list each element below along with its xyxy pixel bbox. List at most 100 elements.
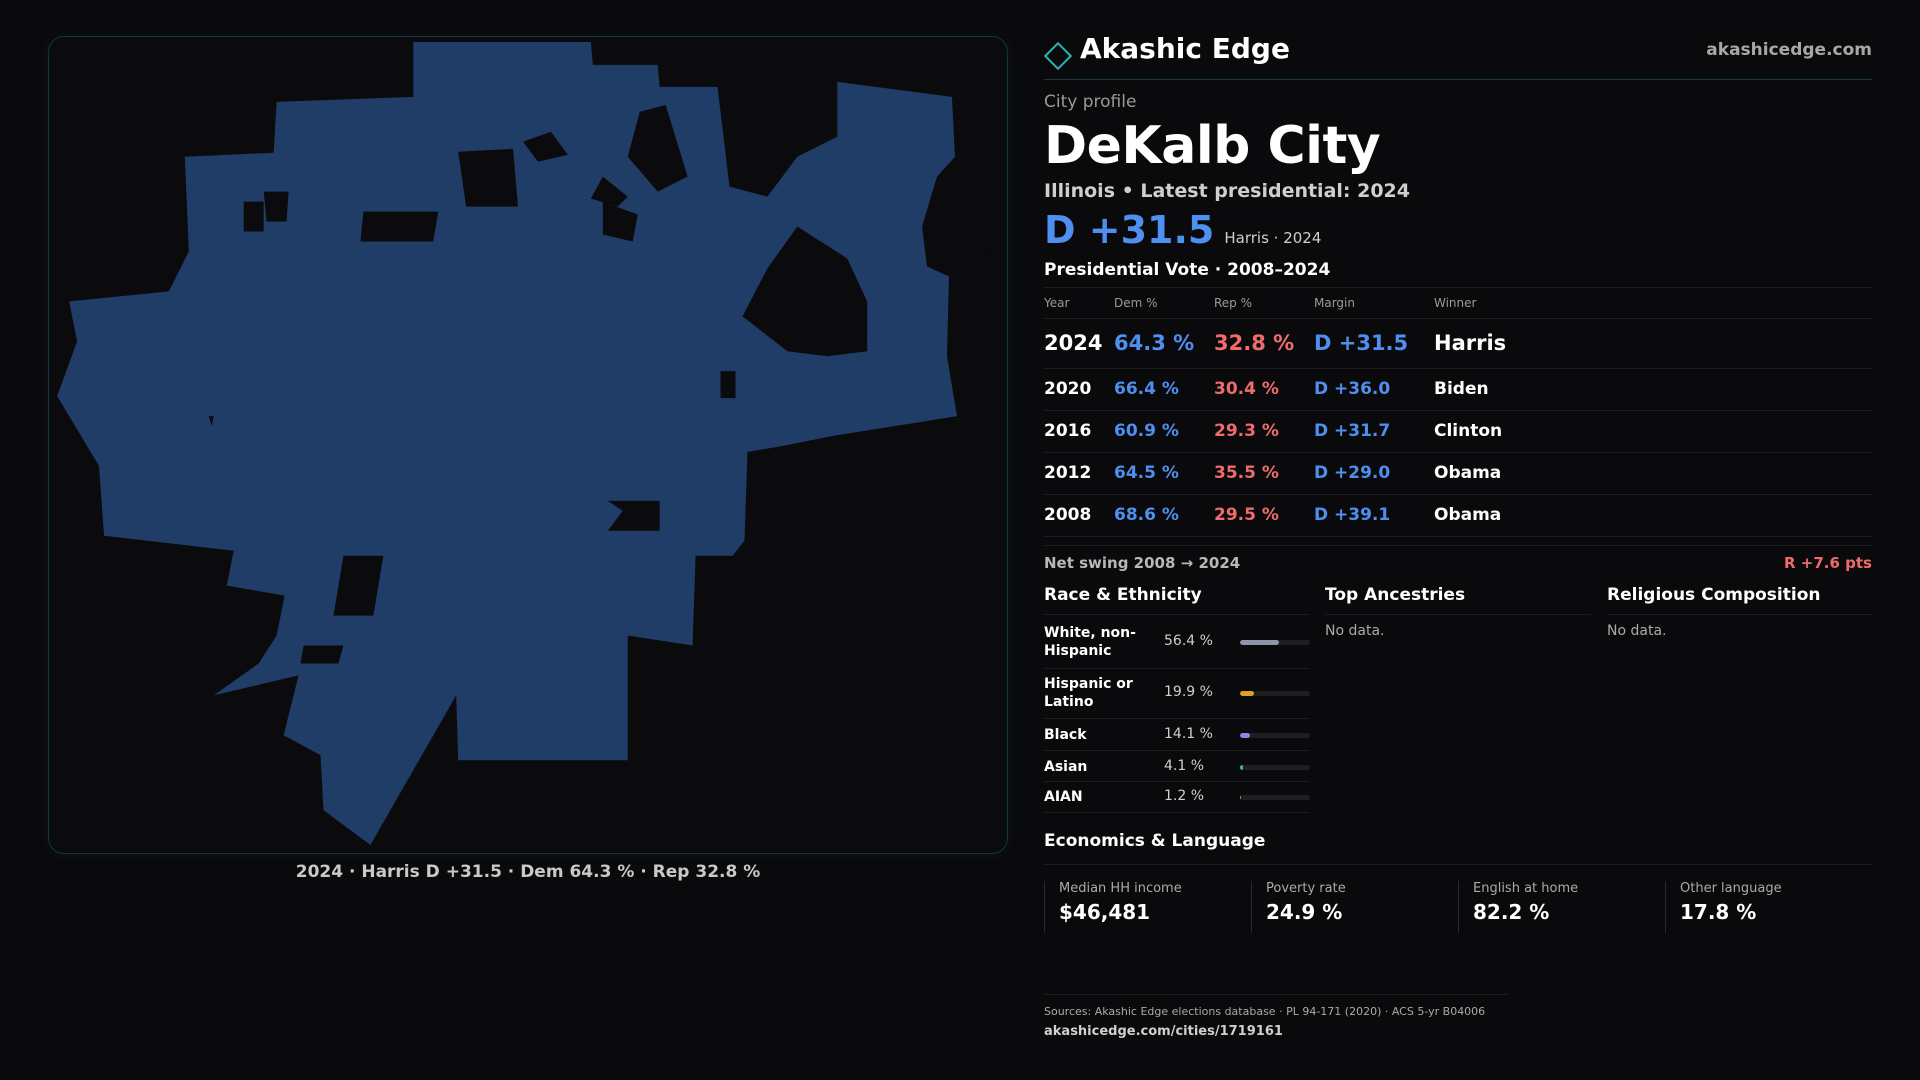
city-boundary-svg xyxy=(57,41,992,846)
race-bar-track xyxy=(1240,794,1310,800)
cell-year: 2020 xyxy=(1044,368,1114,411)
swing-value: R +7.6 pts xyxy=(1784,553,1872,572)
race-bar-track xyxy=(1240,639,1310,645)
demographics-columns: Race & Ethnicity White, non-Hispanic 56.… xyxy=(1044,583,1872,823)
header-margin: Margin xyxy=(1314,288,1434,319)
cell-dem: 60.9 % xyxy=(1114,410,1214,453)
economics-cards: Median HH income $46,481 Poverty rate 24… xyxy=(1044,880,1872,933)
footer: Sources: Akashic Edge elections database… xyxy=(1044,994,1508,1039)
race-row: Black 14.1 % xyxy=(1044,719,1310,751)
religion-section-title: Religious Composition xyxy=(1607,583,1872,615)
race-row: Asian 4.1 % xyxy=(1044,751,1310,782)
table-row: 2024 64.3 % 32.8 % D +31.5 Harris xyxy=(1044,318,1872,369)
econ-card-poverty: Poverty rate 24.9 % xyxy=(1251,880,1458,933)
diamond-logo-icon xyxy=(1043,41,1073,71)
map-holes xyxy=(208,104,992,664)
econ-value: 17.8 % xyxy=(1680,899,1757,924)
cell-year: 2008 xyxy=(1044,494,1114,537)
cell-winner: Obama xyxy=(1434,494,1872,537)
race-label: Asian xyxy=(1044,758,1088,775)
econ-card-other-language: Other language 17.8 % xyxy=(1665,880,1872,933)
ancestries-empty: No data. xyxy=(1325,622,1385,639)
swing-label: Net swing 2008 → 2024 xyxy=(1044,553,1241,572)
race-label: AIAN xyxy=(1044,788,1083,805)
race-bar-fill xyxy=(1240,794,1241,800)
race-bar-track xyxy=(1240,732,1310,738)
cell-dem: 66.4 % xyxy=(1114,368,1214,411)
cell-year: 2016 xyxy=(1044,410,1114,453)
presidential-section-title: Presidential Vote · 2008–2024 xyxy=(1044,260,1872,288)
cell-winner: Clinton xyxy=(1434,410,1872,453)
econ-label: English at home xyxy=(1473,880,1579,896)
cell-margin: D +31.5 xyxy=(1314,318,1434,369)
cell-rep: 29.5 % xyxy=(1214,494,1314,537)
brand-url-link[interactable]: akashicedge.com xyxy=(1706,40,1872,60)
race-pct: 1.2 % xyxy=(1164,787,1205,804)
race-bar-fill xyxy=(1240,639,1280,645)
margin-subtitle: Harris · 2024 xyxy=(1224,229,1322,247)
cell-margin: D +36.0 xyxy=(1314,368,1434,411)
race-bar-fill xyxy=(1240,732,1250,738)
econ-value: 82.2 % xyxy=(1473,899,1550,924)
cell-margin: D +31.7 xyxy=(1314,410,1434,453)
race-label: Black xyxy=(1044,726,1087,743)
race-row: Hispanic or Latino 19.9 % xyxy=(1044,669,1310,719)
ancestries-section: Top Ancestries No data. xyxy=(1325,583,1591,639)
brand-name: Akashic Edge xyxy=(1080,32,1290,65)
religion-section: Religious Composition No data. xyxy=(1607,583,1872,639)
page-title: DeKalb City xyxy=(1044,116,1381,176)
race-label: Hispanic or Latino xyxy=(1044,675,1133,710)
cell-dem: 68.6 % xyxy=(1114,494,1214,537)
econ-label: Poverty rate xyxy=(1266,880,1346,896)
margin-value: D +31.5 xyxy=(1044,208,1215,252)
table-row: 2020 66.4 % 30.4 % D +36.0 Biden xyxy=(1044,368,1872,411)
table-row: 2016 60.9 % 29.3 % D +31.7 Clinton xyxy=(1044,410,1872,453)
race-bar-track xyxy=(1240,764,1310,770)
econ-card-income: Median HH income $46,481 xyxy=(1044,880,1251,933)
cell-margin: D +29.0 xyxy=(1314,452,1434,495)
race-pct: 4.1 % xyxy=(1164,757,1205,774)
cell-dem: 64.5 % xyxy=(1114,452,1214,495)
race-pct: 14.1 % xyxy=(1164,725,1213,742)
header-rep: Rep % xyxy=(1214,288,1314,319)
race-bar-fill xyxy=(1240,690,1254,696)
ancestries-section-title: Top Ancestries xyxy=(1325,583,1591,615)
econ-label: Other language xyxy=(1680,880,1782,896)
table-row: 2008 68.6 % 29.5 % D +39.1 Obama xyxy=(1044,494,1872,537)
cell-rep: 29.3 % xyxy=(1214,410,1314,453)
city-boundary-map[interactable] xyxy=(48,36,1008,854)
cell-winner: Harris xyxy=(1434,318,1872,369)
race-pct: 56.4 % xyxy=(1164,632,1213,649)
header-winner: Winner xyxy=(1434,288,1872,319)
cell-winner: Obama xyxy=(1434,452,1872,495)
econ-value: $46,481 xyxy=(1059,899,1151,924)
econ-label: Median HH income xyxy=(1059,880,1182,896)
race-label: White, non-Hispanic xyxy=(1044,624,1136,659)
brand-header: Akashic Edge akashicedge.com xyxy=(1043,28,1872,80)
race-bar-fill xyxy=(1240,764,1243,770)
cell-winner: Biden xyxy=(1434,368,1872,411)
cell-year: 2024 xyxy=(1044,318,1114,369)
map-caption: 2024 · Harris D +31.5 · Dem 64.3 % · Rep… xyxy=(295,862,761,882)
footer-url-link[interactable]: akashicedge.com/cities/1719161 xyxy=(1044,1024,1283,1039)
cell-dem: 64.3 % xyxy=(1114,318,1214,369)
headline-margin: D +31.5 Harris · 2024 xyxy=(1044,208,1872,252)
religion-empty: No data. xyxy=(1607,622,1667,639)
cell-margin: D +39.1 xyxy=(1314,494,1434,537)
race-section-title: Race & Ethnicity xyxy=(1044,583,1310,615)
presidential-vote-table: Year Dem % Rep % Margin Winner 2024 64.3… xyxy=(1044,288,1872,537)
cell-year: 2012 xyxy=(1044,452,1114,495)
profile-panel: Akashic Edge akashicedge.com City profil… xyxy=(1043,28,1872,933)
race-ethnicity-section: Race & Ethnicity White, non-Hispanic 56.… xyxy=(1044,583,1310,813)
race-pct: 19.9 % xyxy=(1164,683,1213,700)
net-swing-row: Net swing 2008 → 2024 R +7.6 pts xyxy=(1044,544,1872,577)
table-row: 2012 64.5 % 35.5 % D +29.0 Obama xyxy=(1044,452,1872,495)
race-row: AIAN 1.2 % xyxy=(1044,782,1310,813)
city-boundary-shape xyxy=(57,41,957,846)
econ-card-english: English at home 82.2 % xyxy=(1458,880,1665,933)
race-row: White, non-Hispanic 56.4 % xyxy=(1044,615,1310,669)
footer-sources: Sources: Akashic Edge elections database… xyxy=(1044,1005,1486,1018)
race-bar-track xyxy=(1240,690,1310,696)
header-dem: Dem % xyxy=(1114,288,1214,319)
cell-rep: 32.8 % xyxy=(1214,318,1314,369)
